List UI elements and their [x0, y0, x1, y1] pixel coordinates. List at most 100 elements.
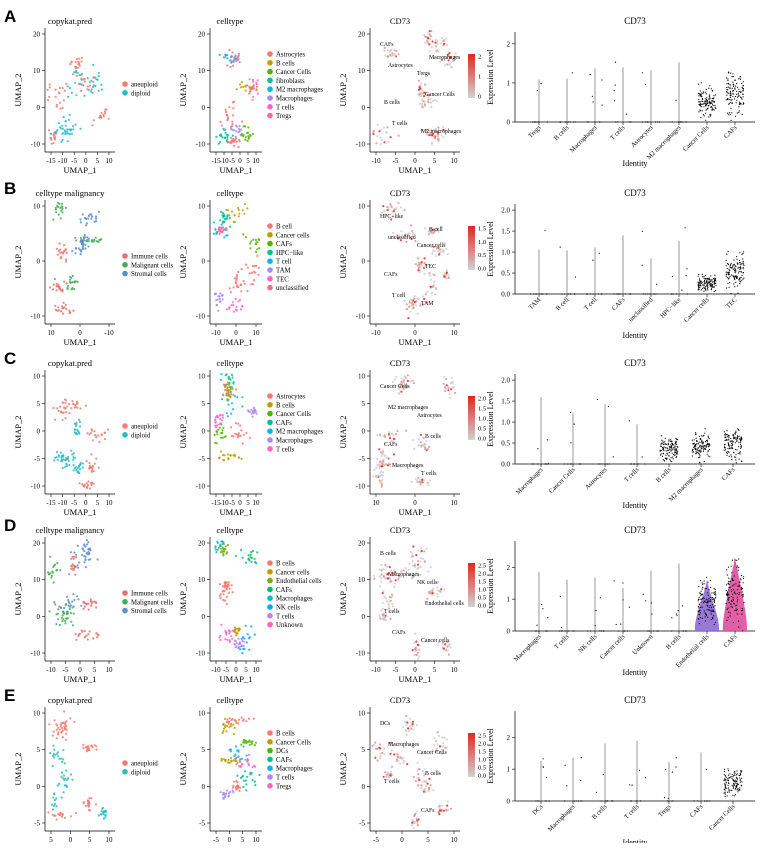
violin-point	[665, 769, 667, 771]
umap-point	[242, 779, 245, 782]
umap-point	[49, 286, 52, 289]
umap-point	[58, 757, 61, 760]
y-tick-label: 0	[37, 104, 41, 112]
violin-point	[727, 274, 730, 276]
umap-point	[54, 95, 57, 98]
y-tick-label: -5	[199, 455, 205, 463]
violin-point	[732, 441, 734, 443]
umap-point	[419, 557, 422, 560]
umap-point	[427, 95, 430, 99]
legend-label: Cancer Cells	[276, 69, 311, 76]
umap-point	[404, 720, 407, 724]
umap-point	[380, 465, 383, 468]
umap-point	[234, 745, 238, 748]
y-tick-label: 20	[33, 31, 41, 39]
umap-point	[237, 300, 240, 303]
violin-point	[738, 272, 740, 274]
violin-point	[695, 444, 697, 446]
umap-point	[55, 211, 58, 214]
umap-point	[107, 117, 110, 120]
umap-point	[91, 85, 95, 88]
violin-point	[714, 591, 716, 594]
violin-point	[698, 607, 700, 609]
umap-point	[73, 428, 76, 431]
violin-point	[540, 83, 542, 85]
violin-point	[728, 268, 730, 270]
violin-point	[601, 79, 603, 81]
umap-point	[427, 37, 430, 40]
umap-point	[239, 283, 242, 286]
umap-point	[435, 100, 438, 103]
umap-point	[391, 380, 394, 383]
violin-point	[675, 757, 677, 759]
umap-point	[214, 546, 217, 549]
violin-point	[586, 121, 588, 123]
umap-point	[238, 61, 241, 64]
umap-point	[447, 59, 450, 62]
category-label: B cells	[655, 466, 673, 484]
umap-point	[257, 92, 260, 95]
cluster-annotation: CAFs	[380, 42, 394, 48]
umap-point	[404, 385, 407, 388]
violin-point	[702, 100, 704, 102]
umap-point	[70, 91, 73, 94]
violin-point	[703, 448, 705, 450]
umap-point	[255, 85, 258, 88]
umap-point	[102, 810, 105, 813]
umap-point	[216, 540, 219, 543]
violin-point	[663, 460, 665, 462]
umap-point	[52, 218, 55, 221]
violin-point	[727, 282, 729, 284]
violin-point	[732, 434, 734, 437]
legend-label: diploid	[131, 90, 151, 97]
legend-swatch	[122, 769, 128, 775]
umap-point	[65, 282, 68, 285]
y-tick-label: -5	[199, 820, 205, 828]
umap-point	[430, 228, 433, 231]
violin-point	[701, 92, 703, 94]
x-tick-label: -5	[63, 666, 69, 674]
violin-point	[697, 800, 699, 802]
violin-point	[701, 617, 703, 620]
panel1-title: copykat.pred	[48, 16, 93, 26]
umap-point	[446, 804, 449, 807]
violin-point	[613, 580, 615, 582]
x-tick-label: 0	[84, 157, 88, 165]
umap-point	[59, 206, 62, 209]
category-label: Astrocytes	[630, 124, 655, 149]
violin-point	[727, 278, 729, 280]
umap-point	[60, 209, 63, 212]
violin-point	[734, 275, 736, 277]
y-axis-label: Expression Level	[486, 220, 495, 277]
violin-point	[672, 800, 674, 802]
violin-point	[714, 104, 716, 106]
umap-point	[404, 376, 407, 379]
violin-point	[705, 281, 707, 284]
violin-point	[730, 119, 732, 121]
umap-point	[61, 127, 64, 130]
violin-point	[732, 599, 735, 601]
violin-point	[571, 463, 573, 465]
umap-point	[436, 810, 439, 813]
legend-swatch	[267, 730, 273, 736]
legend-label: DCs	[276, 748, 288, 755]
y-tick-label: -10	[196, 483, 206, 491]
umap-point	[87, 558, 90, 561]
legend-label: T cells	[276, 446, 295, 453]
umap-point	[235, 634, 238, 637]
umap-point	[66, 85, 70, 88]
umap-point	[226, 54, 229, 57]
violin-point	[698, 585, 700, 588]
umap-point	[55, 105, 58, 108]
violin-point	[731, 559, 734, 561]
umap-point	[81, 466, 84, 469]
violin-point	[728, 597, 730, 599]
umap-point	[218, 456, 221, 459]
violin-point	[701, 597, 703, 600]
umap-point	[385, 615, 388, 618]
violin-point	[699, 580, 702, 582]
violin-point	[705, 100, 707, 102]
umap-point	[91, 91, 94, 94]
violin-point	[569, 293, 572, 295]
cluster-annotation: Macrophages	[388, 742, 420, 748]
